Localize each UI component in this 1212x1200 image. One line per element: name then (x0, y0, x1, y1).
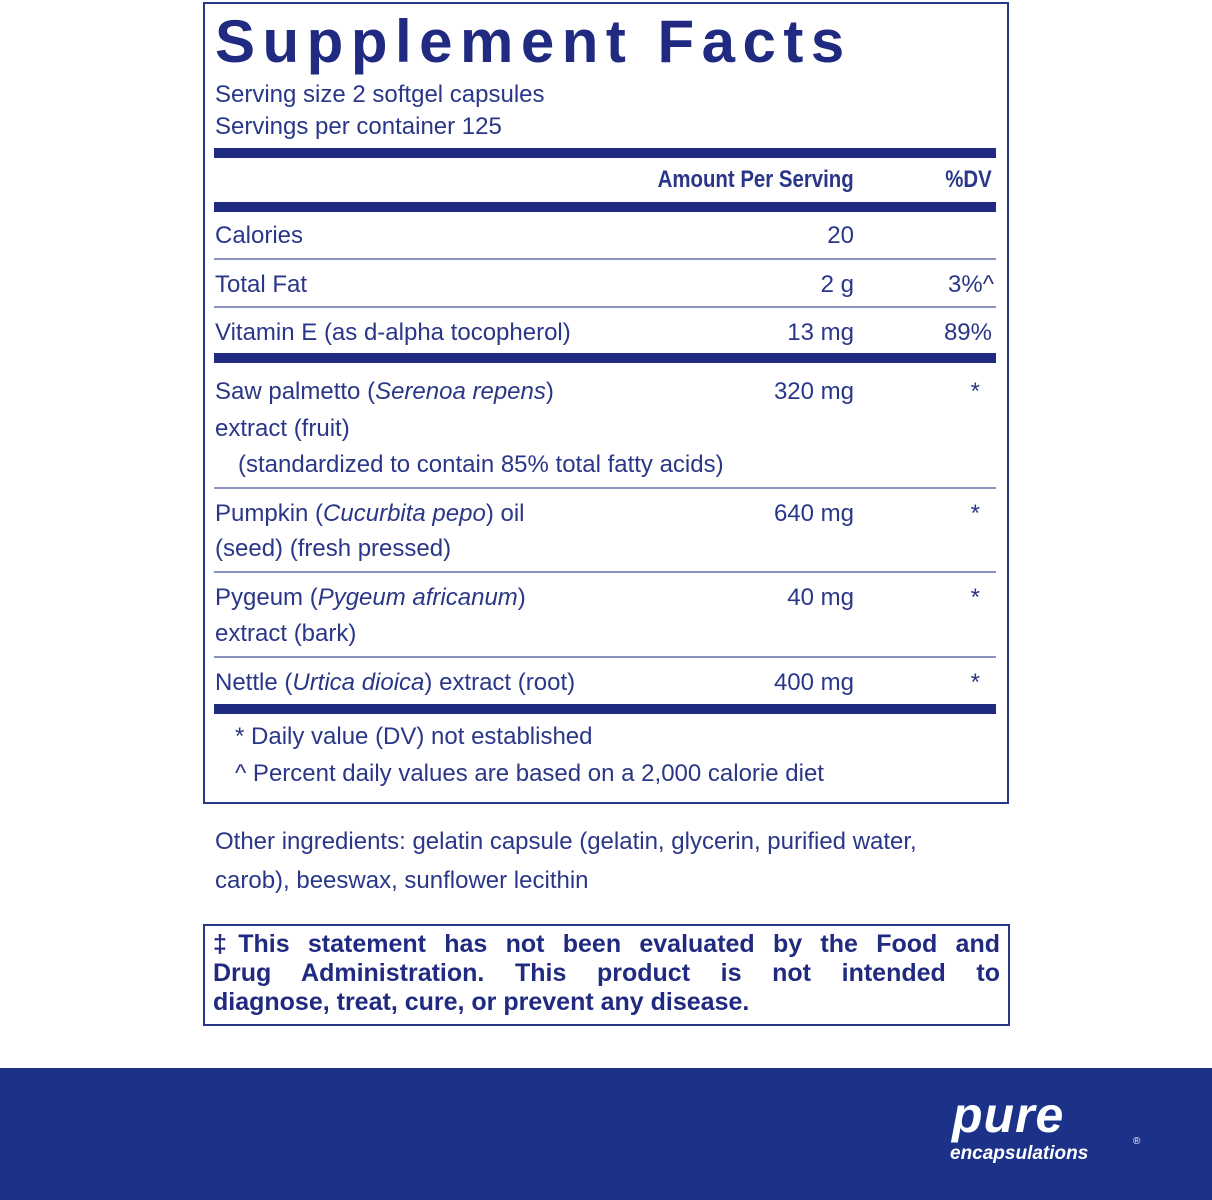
divider-thick (214, 704, 996, 714)
nutrient-amount: 13 mg (787, 319, 854, 346)
divider (214, 306, 996, 308)
footnote-dv: * Daily value (DV) not established (235, 723, 593, 750)
ingredient-dv: * (970, 584, 980, 611)
ingredient-standardization: (standardized to contain 85% total fatty… (238, 451, 724, 478)
nutrient-name: Total Fat (215, 271, 308, 298)
brand-logo-encapsulations: encapsulations (950, 1143, 1089, 1164)
serving-size: Serving size 2 softgel capsules (215, 81, 545, 108)
footnote-calorie: ^ Percent daily values are based on a 2,… (235, 760, 824, 787)
ingredient-dv: * (970, 669, 980, 696)
nutrient-amount: 20 (827, 222, 854, 249)
nutrient-name: Calories (215, 222, 304, 249)
nutrient-amount: 2 g (820, 271, 854, 298)
other-ingredients-line: Other ingredients: gelatin capsule (gela… (215, 828, 917, 855)
disclaimer-line: ‡This statement has not been evaluated b… (213, 930, 1000, 958)
disclaimer-line: diagnose, treat, cure, or prevent any di… (213, 988, 750, 1016)
divider (214, 656, 996, 658)
ingredient-amount: 640 mg (773, 500, 854, 527)
divider-thick (214, 148, 996, 158)
divider (214, 571, 996, 573)
ingredient-amount: 400 mg (773, 669, 854, 696)
ingredient-dv: * (970, 378, 980, 405)
panel-title: Supplement Facts (215, 8, 852, 75)
nutrient-dv: 3%^ (948, 271, 994, 298)
divider-thick (214, 353, 996, 363)
ingredient-part: extract (fruit) (215, 415, 350, 442)
ingredient-part: extract (bark) (215, 620, 357, 647)
supplement-facts-panel (203, 2, 1009, 804)
registered-mark: ® (1133, 1136, 1141, 1147)
ingredient-amount: 320 mg (773, 378, 854, 405)
ingredient-name: Pumpkin (Cucurbita pepo) oil (215, 500, 525, 527)
dv-header: %DV (945, 166, 992, 193)
other-ingredients-line: carob), beeswax, sunflower lecithin (215, 867, 589, 894)
brand-logo-pure: pure (952, 1087, 1065, 1143)
brand-banner (0, 1068, 1212, 1200)
divider-thick (214, 202, 996, 212)
ingredient-name: Nettle (Urtica dioica) extract (root) (215, 669, 576, 696)
fda-disclaimer: ‡This statement has not been evaluated b… (213, 930, 1000, 1017)
divider (214, 258, 996, 260)
ingredient-name: Pygeum (Pygeum africanum) (215, 584, 526, 611)
ingredient-dv: * (970, 500, 980, 527)
ingredient-part: (seed) (fresh pressed) (215, 535, 452, 562)
nutrient-name: Vitamin E (as d-alpha tocopherol) (215, 319, 571, 346)
nutrient-dv: 89% (943, 319, 992, 346)
servings-per-container: Servings per container 125 (215, 113, 502, 140)
ingredient-amount: 40 mg (787, 584, 854, 611)
fda-disclaimer-box (203, 924, 1010, 1026)
disclaimer-line: Drug Administration. This product is not… (213, 959, 1000, 987)
ingredient-name: Saw palmetto (Serenoa repens) (215, 378, 554, 405)
divider (214, 487, 996, 489)
amount-header: Amount Per Serving (657, 166, 854, 193)
